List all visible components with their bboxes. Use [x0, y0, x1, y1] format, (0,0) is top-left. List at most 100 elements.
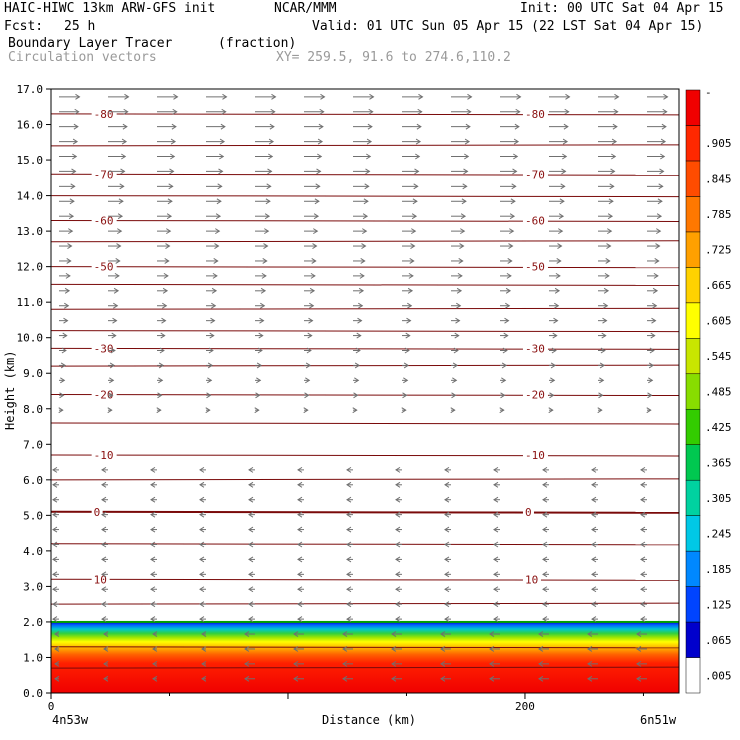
vector-head: [550, 377, 556, 384]
vector-head: [248, 616, 254, 623]
vector-head: [346, 601, 352, 608]
vector-head: [509, 228, 515, 235]
vector-head: [444, 616, 450, 623]
vector-head: [346, 526, 352, 533]
vector-head: [599, 362, 606, 369]
x-tick-label: 0: [48, 700, 55, 713]
vector-head: [171, 123, 177, 130]
vector-head: [342, 660, 348, 667]
vector-head: [52, 526, 58, 533]
contour-line: [50, 307, 680, 310]
vector-head: [408, 272, 414, 279]
init-time: Init: 00 UTC Sat 04 Apr 15: [520, 1, 724, 16]
vector-head: [415, 153, 421, 160]
vector-head: [415, 138, 422, 145]
contour-label-bg: [91, 505, 103, 518]
vector-head: [71, 168, 77, 175]
vector-head: [346, 541, 352, 548]
vector-head: [150, 601, 156, 608]
vector-head: [317, 138, 324, 145]
vector-head: [542, 616, 548, 623]
vector-head: [311, 258, 317, 264]
vector-head: [158, 362, 165, 369]
y-tick-label: 2.0: [23, 616, 43, 629]
model-title: HAIC-HIWC 13km ARW-GFS init: [4, 1, 216, 16]
vector-head: [460, 213, 467, 220]
vector-head: [660, 138, 667, 145]
vector-head: [304, 392, 310, 399]
vector-head: [414, 168, 420, 175]
vector-head: [405, 332, 411, 339]
vector-head: [467, 93, 473, 100]
vector-head: [297, 541, 303, 548]
vector-head: [652, 287, 659, 294]
vector-head: [116, 243, 122, 249]
vector-head: [309, 287, 316, 294]
vector-head: [62, 332, 68, 339]
vector-head: [493, 586, 499, 593]
vector-head: [657, 198, 663, 205]
colorbar-label: .665: [705, 279, 732, 292]
vector-head: [542, 526, 548, 533]
vector-head: [256, 377, 262, 384]
colorbar-label: .725: [705, 244, 732, 257]
vector-head: [599, 377, 605, 384]
vector-head: [101, 556, 107, 563]
vector-head: [248, 526, 254, 533]
vector-head: [459, 243, 465, 249]
vector-head: [121, 138, 128, 145]
contour-label: -80: [525, 108, 545, 121]
vector-head: [464, 153, 470, 160]
vector-head: [199, 466, 205, 473]
contour-label: -80: [94, 108, 114, 121]
contour-label: -60: [94, 214, 114, 227]
vector-head: [559, 198, 565, 205]
plot-frame: [50, 88, 680, 694]
vector-head: [59, 392, 65, 399]
vector-head: [244, 631, 250, 637]
vector-head: [199, 511, 205, 518]
vector-head: [199, 601, 205, 608]
vector-head: [359, 272, 365, 279]
vector-head: [513, 138, 520, 145]
vector-head: [248, 481, 254, 488]
vector-head: [110, 347, 116, 354]
vector-head: [460, 228, 466, 235]
vector-head: [150, 526, 156, 533]
vector-head: [648, 377, 654, 384]
y-tick-label: 0.0: [23, 687, 43, 700]
vector-head: [640, 556, 646, 563]
vector-head: [542, 481, 548, 488]
colorbar-label: .125: [705, 598, 732, 611]
vector-head: [52, 571, 58, 578]
y-tick-label: 11.0: [17, 296, 44, 309]
vector-head: [293, 631, 299, 637]
vector-head: [121, 153, 127, 160]
vector-head: [395, 466, 401, 473]
vector-head: [440, 675, 446, 682]
vector-head: [314, 198, 320, 205]
vector-head: [64, 287, 71, 294]
vector-head: [166, 228, 172, 235]
vector-head: [168, 183, 174, 190]
vector-head: [542, 466, 548, 473]
x-tick-label: 200: [515, 700, 535, 713]
vector-head: [511, 183, 517, 190]
vector-head: [403, 377, 409, 384]
vector-head: [199, 496, 205, 503]
vector-head: [516, 93, 522, 100]
vector-head: [160, 332, 166, 339]
contour-label-bg: [522, 448, 548, 461]
colorbar-swatch: [685, 515, 701, 552]
vector-head: [213, 258, 219, 264]
colorbar-label: .545: [705, 350, 732, 363]
vector-head: [366, 138, 373, 145]
vector-head: [411, 213, 418, 220]
contour-line: [50, 422, 680, 425]
vector-head: [152, 631, 158, 637]
vector-head: [355, 347, 361, 354]
vector-head: [413, 183, 419, 190]
x-left-endpoint: 4n53w: [52, 713, 89, 727]
x-right-endpoint: 6n51w: [640, 713, 677, 727]
vector-head: [514, 123, 520, 130]
